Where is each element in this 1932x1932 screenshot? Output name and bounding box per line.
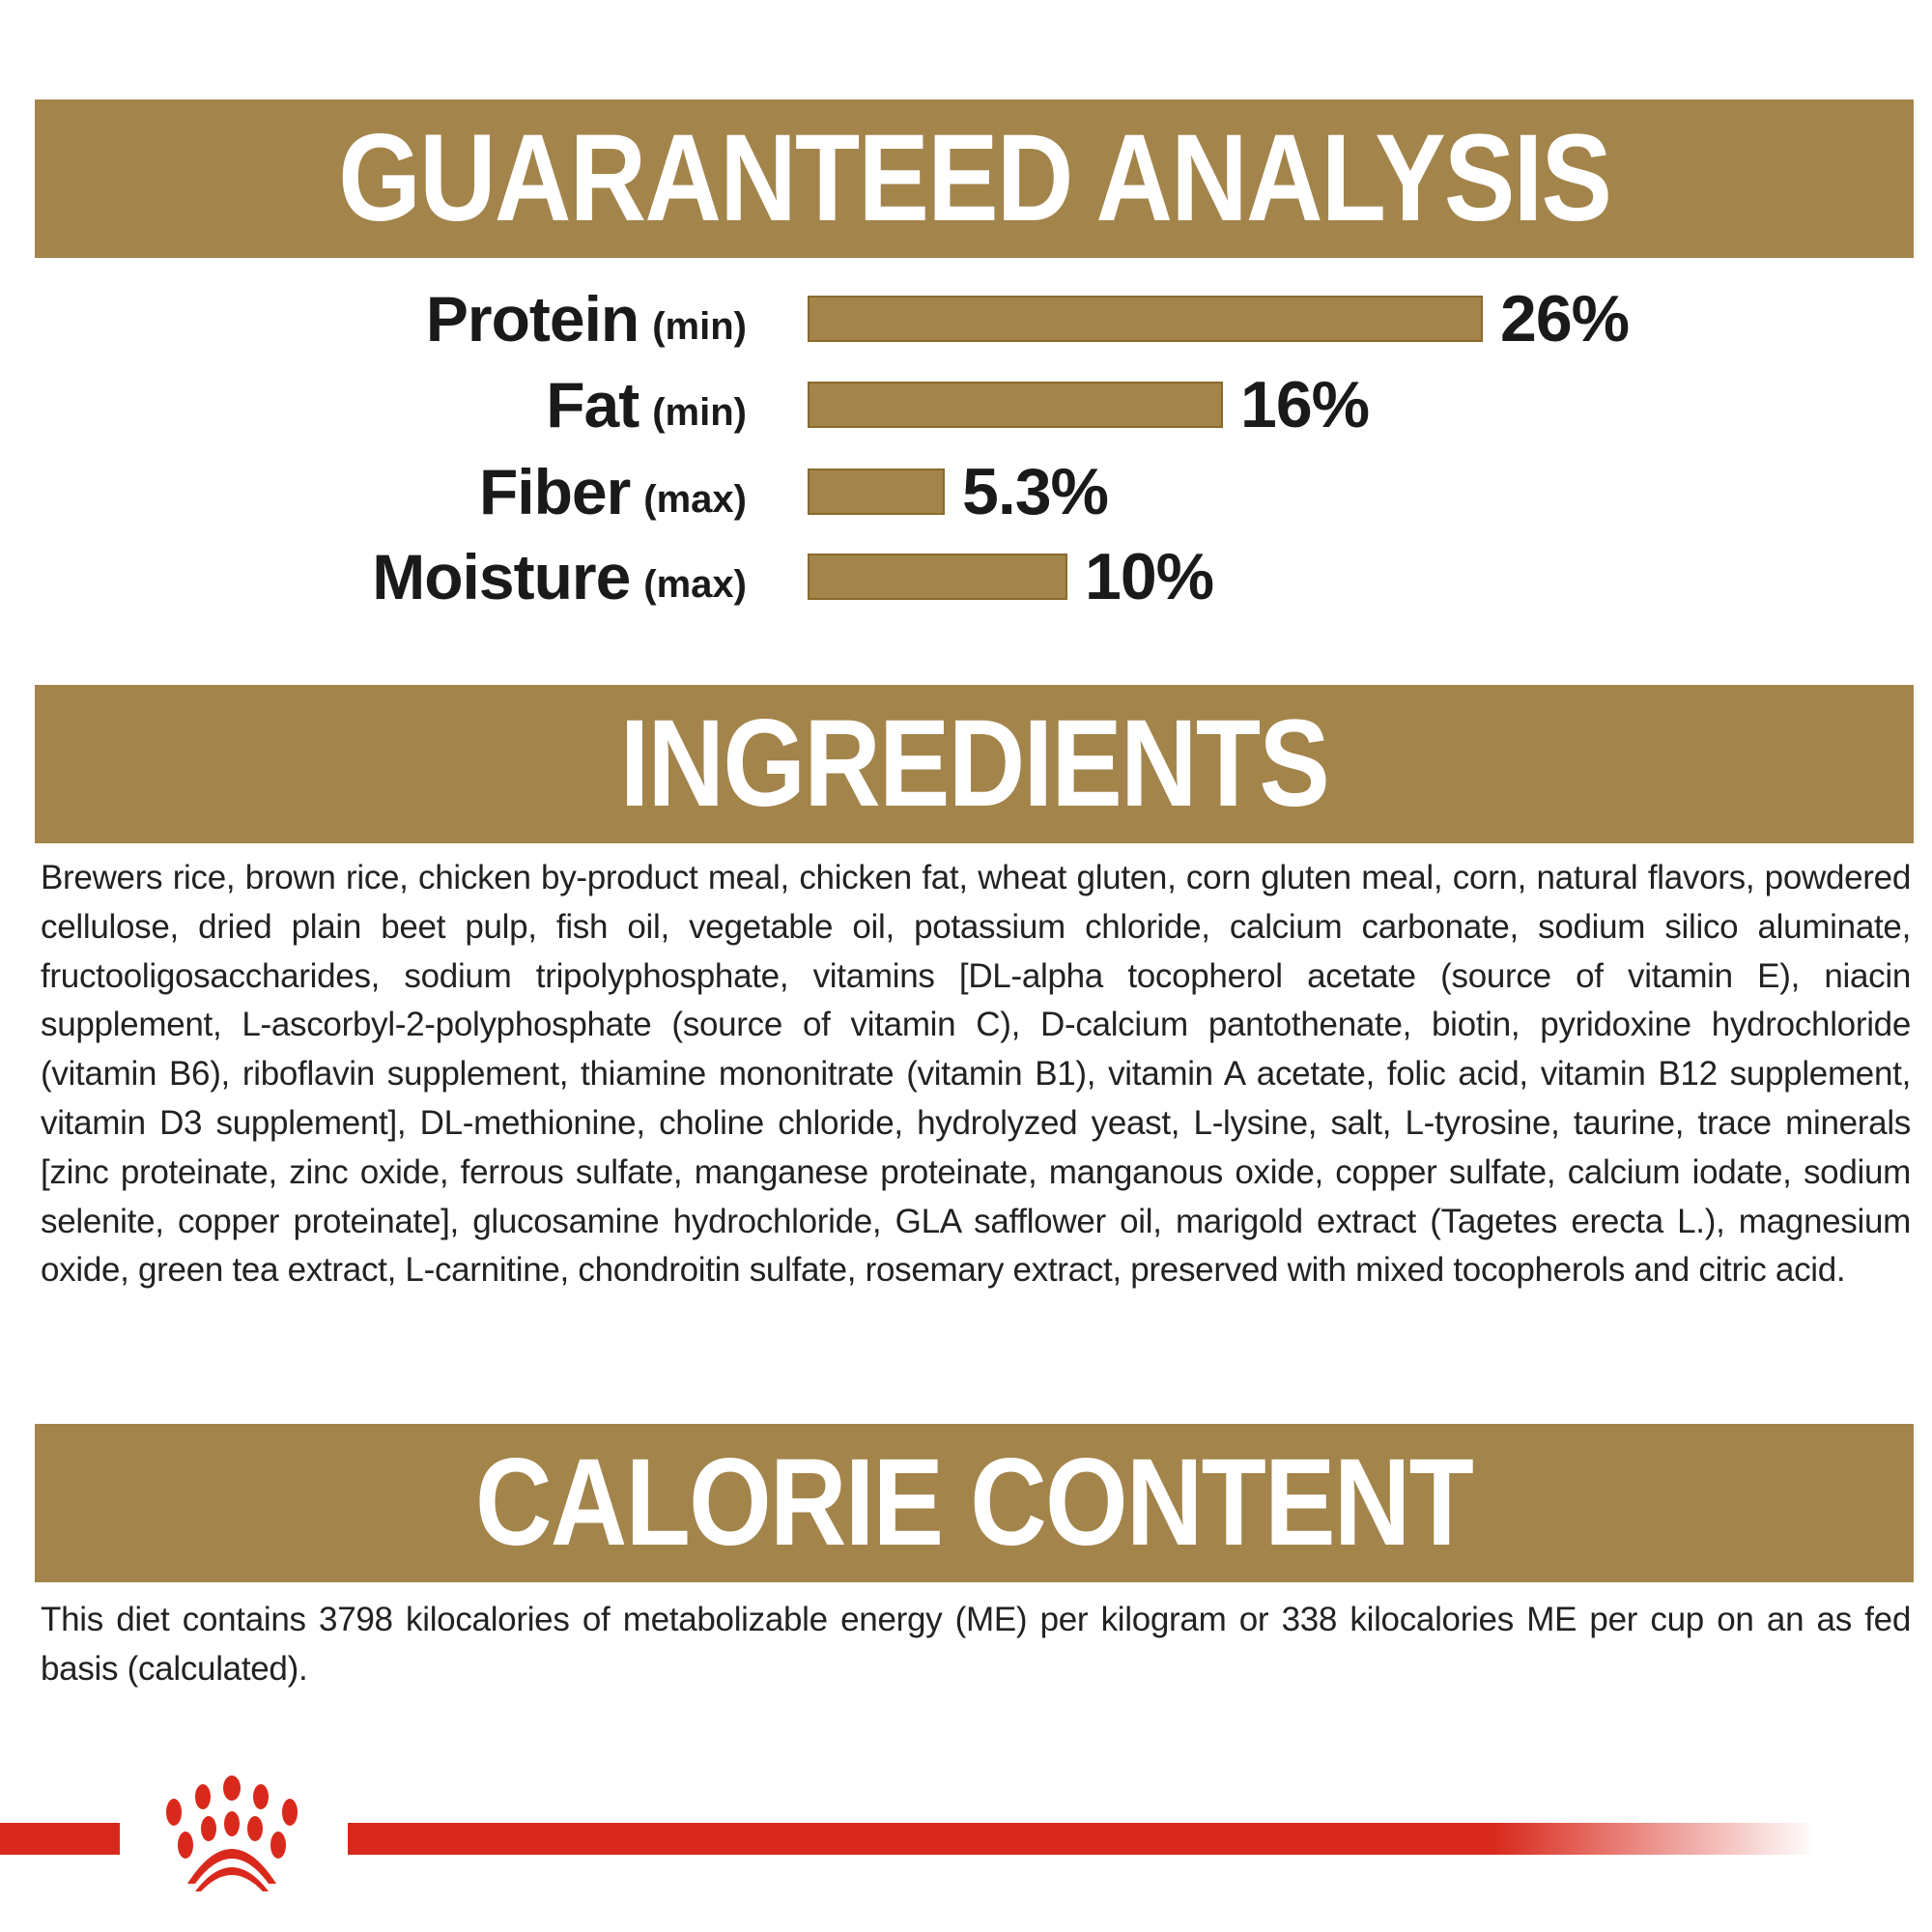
nutrient-label: Fat (min) (546, 369, 747, 440)
nutrient-label: Protein (min) (425, 283, 747, 355)
calorie-content-text: This diet contains 3798 kilocalories of … (41, 1601, 1911, 1688)
ingredients-title: INGREDIENTS (619, 695, 1330, 833)
ingredients-text: Brewers rice, brown rice, chicken by-pro… (41, 859, 1911, 1290)
brand-stripe-right (348, 1823, 1816, 1855)
nutrient-bar (808, 469, 945, 515)
calorie-content-title: CALORIE CONTENT (475, 1434, 1474, 1572)
nutrient-name: Protein (425, 283, 639, 355)
analysis-row-fat: Fat (min) 16% (0, 368, 1932, 441)
nutrient-value: 26% (1500, 282, 1630, 355)
nutrient-name: Moisture (372, 541, 631, 612)
nutrient-qualifier: (min) (652, 390, 747, 434)
nutrient-bar (808, 382, 1223, 428)
nutrient-name: Fiber (478, 456, 631, 527)
crown-paw-logo-icon (166, 1776, 298, 1891)
guaranteed-analysis-title: GUARANTEED ANALYSIS (338, 109, 1612, 247)
calorie-content-header: CALORIE CONTENT (35, 1424, 1914, 1582)
nutrient-value: 5.3% (962, 455, 1109, 528)
nutrient-bar (808, 296, 1483, 342)
nutrient-qualifier: (max) (643, 562, 747, 606)
nutrient-qualifier: (min) (652, 304, 747, 348)
brand-stripe-left (0, 1823, 120, 1855)
nutrient-label: Moisture (max) (372, 541, 747, 612)
guaranteed-analysis-header: GUARANTEED ANALYSIS (35, 99, 1914, 258)
nutrient-value: 10% (1085, 540, 1214, 613)
analysis-row-protein: Protein (min) 26% (0, 282, 1932, 355)
analysis-row-fiber: Fiber (max) 5.3% (0, 455, 1932, 528)
nutrient-label: Fiber (max) (478, 456, 747, 527)
nutrient-name: Fat (546, 369, 639, 440)
nutrient-bar (808, 554, 1067, 600)
nutrient-qualifier: (max) (643, 477, 747, 521)
analysis-row-moisture: Moisture (max) 10% (0, 540, 1932, 613)
nutrient-value: 16% (1240, 368, 1370, 441)
ingredients-header: INGREDIENTS (35, 685, 1914, 843)
